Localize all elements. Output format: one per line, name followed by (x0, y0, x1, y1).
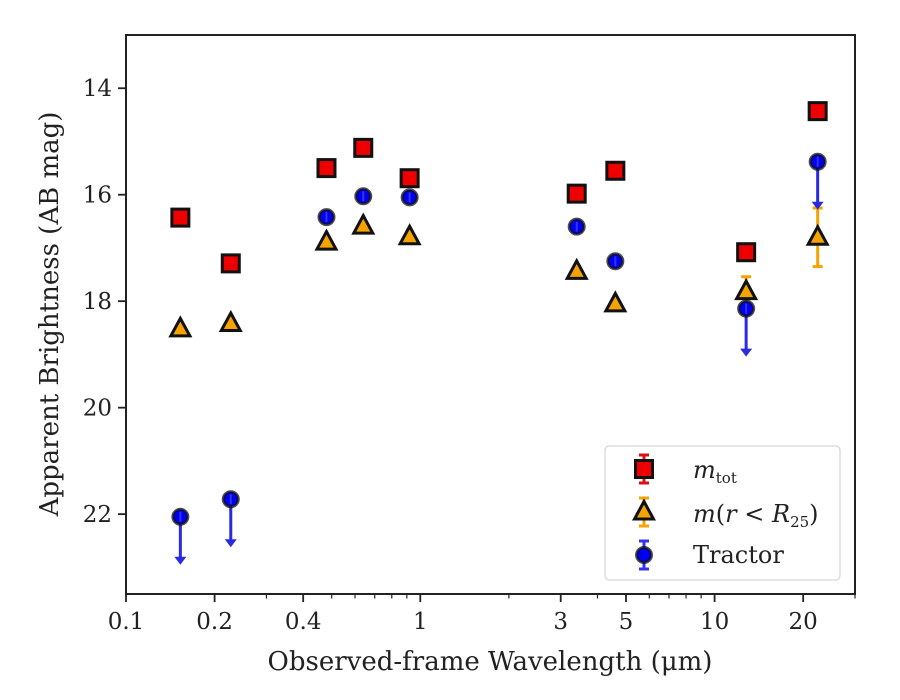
legend-mr25-close: ) (809, 500, 818, 528)
legend-label-mr25: m(r < R25) (693, 500, 819, 531)
upper-limit-arrow-head (224, 539, 237, 548)
legend-box (604, 445, 841, 581)
x-tick-label: 0.2 (196, 609, 233, 635)
data-point-mtot (220, 253, 241, 274)
y-axis-label: Apparent Brightness (AB mag) (35, 112, 65, 518)
data-point-mr25 (603, 290, 628, 313)
legend-mtot-sub: tot (716, 469, 737, 487)
legend-mr25-r: r (725, 500, 738, 528)
plot-frame (125, 34, 856, 595)
y-tick-label: 16 (83, 183, 112, 209)
legend-mr25-open: ( (716, 500, 725, 528)
legend-mr25-m: m (693, 500, 716, 528)
data-point-mr25 (314, 228, 339, 251)
series-tractor (171, 152, 827, 565)
upper-limit-arrow-head (174, 556, 187, 565)
y-tick-label: 20 (83, 396, 112, 422)
data-point-mtot (807, 101, 828, 122)
x-tick-label: 20 (789, 609, 818, 635)
x-tick-label: 5 (619, 609, 634, 635)
x-tick-label: 1 (413, 609, 428, 635)
data-point-mr25 (734, 277, 759, 301)
legend-markers (631, 453, 657, 571)
legend-label-tractor: Tractor (693, 541, 784, 569)
y-tick-label: 18 (83, 289, 112, 315)
data-point-mr25 (218, 309, 243, 333)
data-point-mtot (566, 183, 587, 204)
data-point-mr25 (805, 223, 830, 246)
data-point-mr25 (397, 223, 422, 246)
upper-limit-arrow-head (740, 348, 753, 357)
legend-mtot-m: m (693, 456, 716, 484)
data-point-mtot (353, 137, 374, 158)
data-point-mtot (736, 242, 757, 263)
x-tick-label: 0.1 (108, 609, 145, 635)
legend-mr25-lt: < (737, 500, 772, 528)
x-tick-label: 3 (553, 609, 568, 635)
data-point-mr25 (351, 212, 376, 235)
data-point-mtot (605, 160, 626, 181)
data-point-mr25 (564, 257, 589, 280)
legend-label-mtot: mtot (693, 456, 737, 487)
series-mr25 (168, 206, 830, 338)
legend-marker-mr25 (631, 498, 657, 521)
ticks-layer: 0.1 0.2 0.4 1 3 5 10 20 14 16 18 20 22 (83, 76, 856, 635)
legend-mr25-R: R (771, 500, 790, 528)
x-tick-label: 0.4 (285, 609, 322, 635)
data-point-mtot (170, 207, 191, 228)
legend-marker-tractor (635, 546, 653, 564)
y-tick-label: 14 (83, 76, 112, 102)
x-axis-label: Observed-frame Wavelength (μm) (268, 647, 713, 677)
legend-mr25-sub: 25 (790, 513, 809, 531)
y-tick-label: 22 (83, 502, 112, 528)
x-tick-label: 10 (700, 609, 729, 635)
marks-layer (168, 101, 830, 565)
data-point-mr25 (168, 315, 193, 338)
legend: mtot m(r < R25) Tractor (604, 445, 841, 581)
upper-limit-arrow-head (811, 201, 824, 210)
data-point-mtot (399, 168, 420, 189)
series-mtot (170, 101, 828, 274)
data-point-mtot (316, 158, 337, 179)
legend-marker-mtot (634, 459, 654, 479)
